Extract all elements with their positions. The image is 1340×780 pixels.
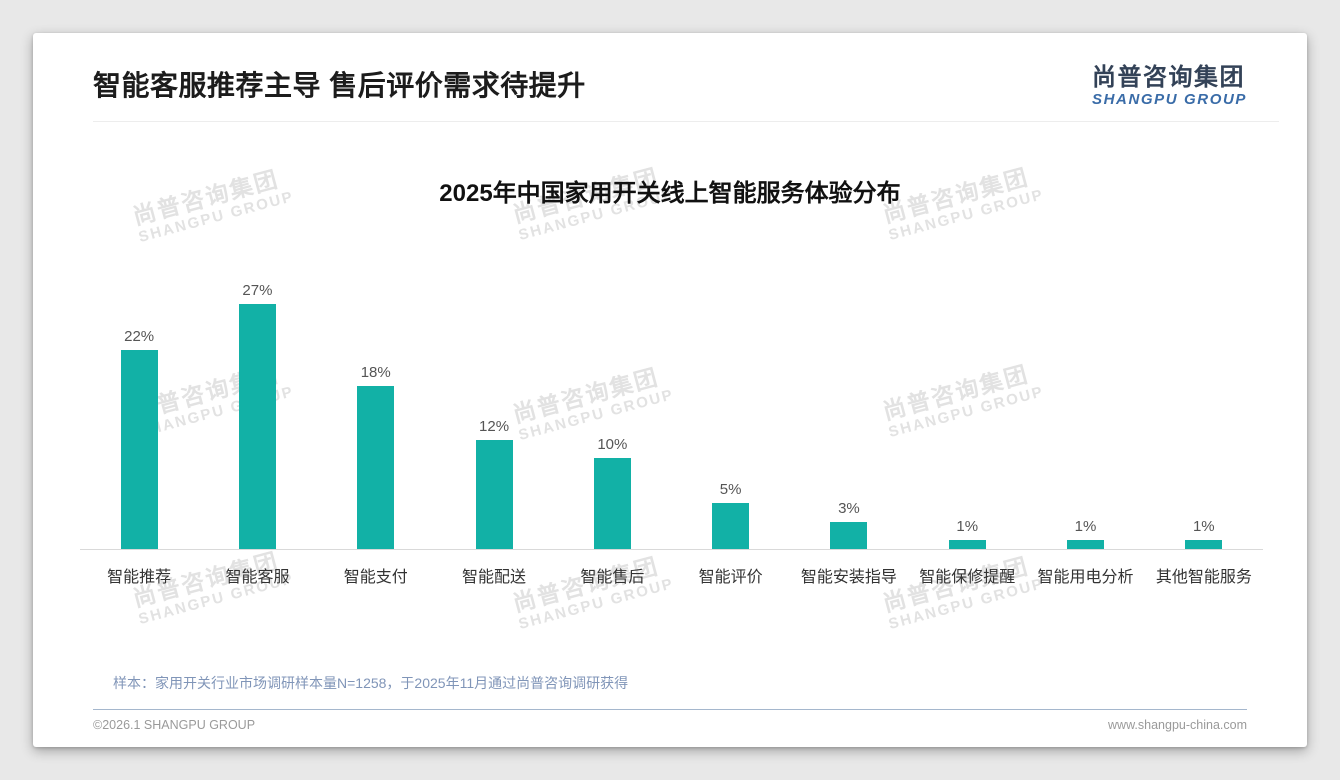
bar <box>238 304 276 549</box>
bar-value-label: 10% <box>597 436 628 454</box>
bar-column: 18% <box>317 364 435 549</box>
bar-chart: 22% 27% 18% 12% 10% 5% 3% 1% 1% 1% 智能推荐 智能客服 智能支付 智能… <box>80 271 1263 587</box>
x-axis-label: 智能支付 <box>343 568 408 586</box>
bar-value-label: 1% <box>1074 517 1097 535</box>
bar <box>948 539 986 549</box>
x-axis-label: 智能用电分析 <box>1037 568 1134 586</box>
bar-column: 1% <box>1026 518 1144 549</box>
logo-english-text: SHANGPU GROUP <box>1092 91 1247 109</box>
bar-value-label: 3% <box>838 499 860 517</box>
footer-divider <box>93 708 1247 710</box>
bar-value-label: 22% <box>124 327 155 345</box>
website-url: www.shangpu-china.com <box>1108 717 1247 732</box>
x-axis-label: 智能客服 <box>225 568 290 586</box>
title-divider <box>93 121 1279 123</box>
bar <box>120 349 158 549</box>
bar-column: 5% <box>671 481 789 549</box>
company-logo: 尚普咨询集团 SHANGPU GROUP <box>1092 64 1247 109</box>
x-axis-label: 智能售后 <box>580 568 645 586</box>
x-axis-label: 智能保修提醒 <box>919 568 1016 586</box>
bar-value-label: 5% <box>719 481 742 499</box>
bar-value-label: 1% <box>1192 517 1215 535</box>
page-title: 智能客服推荐主导 售后评价需求待提升 <box>93 70 586 101</box>
bar-column: 1% <box>908 518 1026 549</box>
x-axis-labels: 智能推荐 智能客服 智能支付 智能配送 智能售后 智能评价 智能安装指导 智能保修提醒 智能用电… <box>80 550 1263 587</box>
bar-column: 22% <box>80 328 198 549</box>
bar-column: 27% <box>198 282 316 549</box>
sample-footnote: 样本：家用开关行业市场调研样本量N=1258，于2025年11月通过尚普咨询调研… <box>113 674 629 691</box>
x-axis-label: 智能评价 <box>698 568 763 586</box>
x-axis-label: 智能配送 <box>462 568 527 586</box>
x-axis-label: 智能安装指导 <box>800 568 897 586</box>
bar <box>593 458 631 549</box>
bar <box>1067 539 1105 549</box>
copyright-text: ©2026.1 SHANGPU GROUP <box>93 717 256 732</box>
bar-column: 3% <box>790 500 908 549</box>
x-axis-label: 其他智能服务 <box>1155 568 1252 586</box>
bar <box>830 521 868 549</box>
bar-value-label: 27% <box>242 282 273 300</box>
bar-column: 1% <box>1145 518 1263 549</box>
bar-column: 12% <box>435 418 553 549</box>
slide-footer: ©2026.1 SHANGPU GROUP www.shangpu-china.… <box>33 710 1307 732</box>
bar-column: 10% <box>553 436 671 549</box>
chart-title: 2025年中国家用开关线上智能服务体验分布 <box>439 180 901 208</box>
bar <box>1185 539 1223 549</box>
bar-value-label: 1% <box>956 517 979 535</box>
slide-card: 尚普咨询集团 SHANGPU GROUP 尚普咨询集团 SHANGPU GROUP … <box>33 33 1307 747</box>
bar <box>475 440 513 549</box>
slide-header: 智能客服推荐主导 售后评价需求待提升 尚普咨询集团 SHANGPU GROUP <box>33 33 1307 109</box>
chart-plot-area: 22% 27% 18% 12% 10% 5% 3% 1% 1% 1% <box>80 271 1263 550</box>
logo-chinese-text: 尚普咨询集团 <box>1092 64 1246 91</box>
x-axis-label: 智能推荐 <box>107 568 172 586</box>
bar <box>357 385 395 549</box>
bar <box>712 503 750 549</box>
bar-value-label: 12% <box>479 418 510 436</box>
bar-value-label: 18% <box>360 363 391 381</box>
